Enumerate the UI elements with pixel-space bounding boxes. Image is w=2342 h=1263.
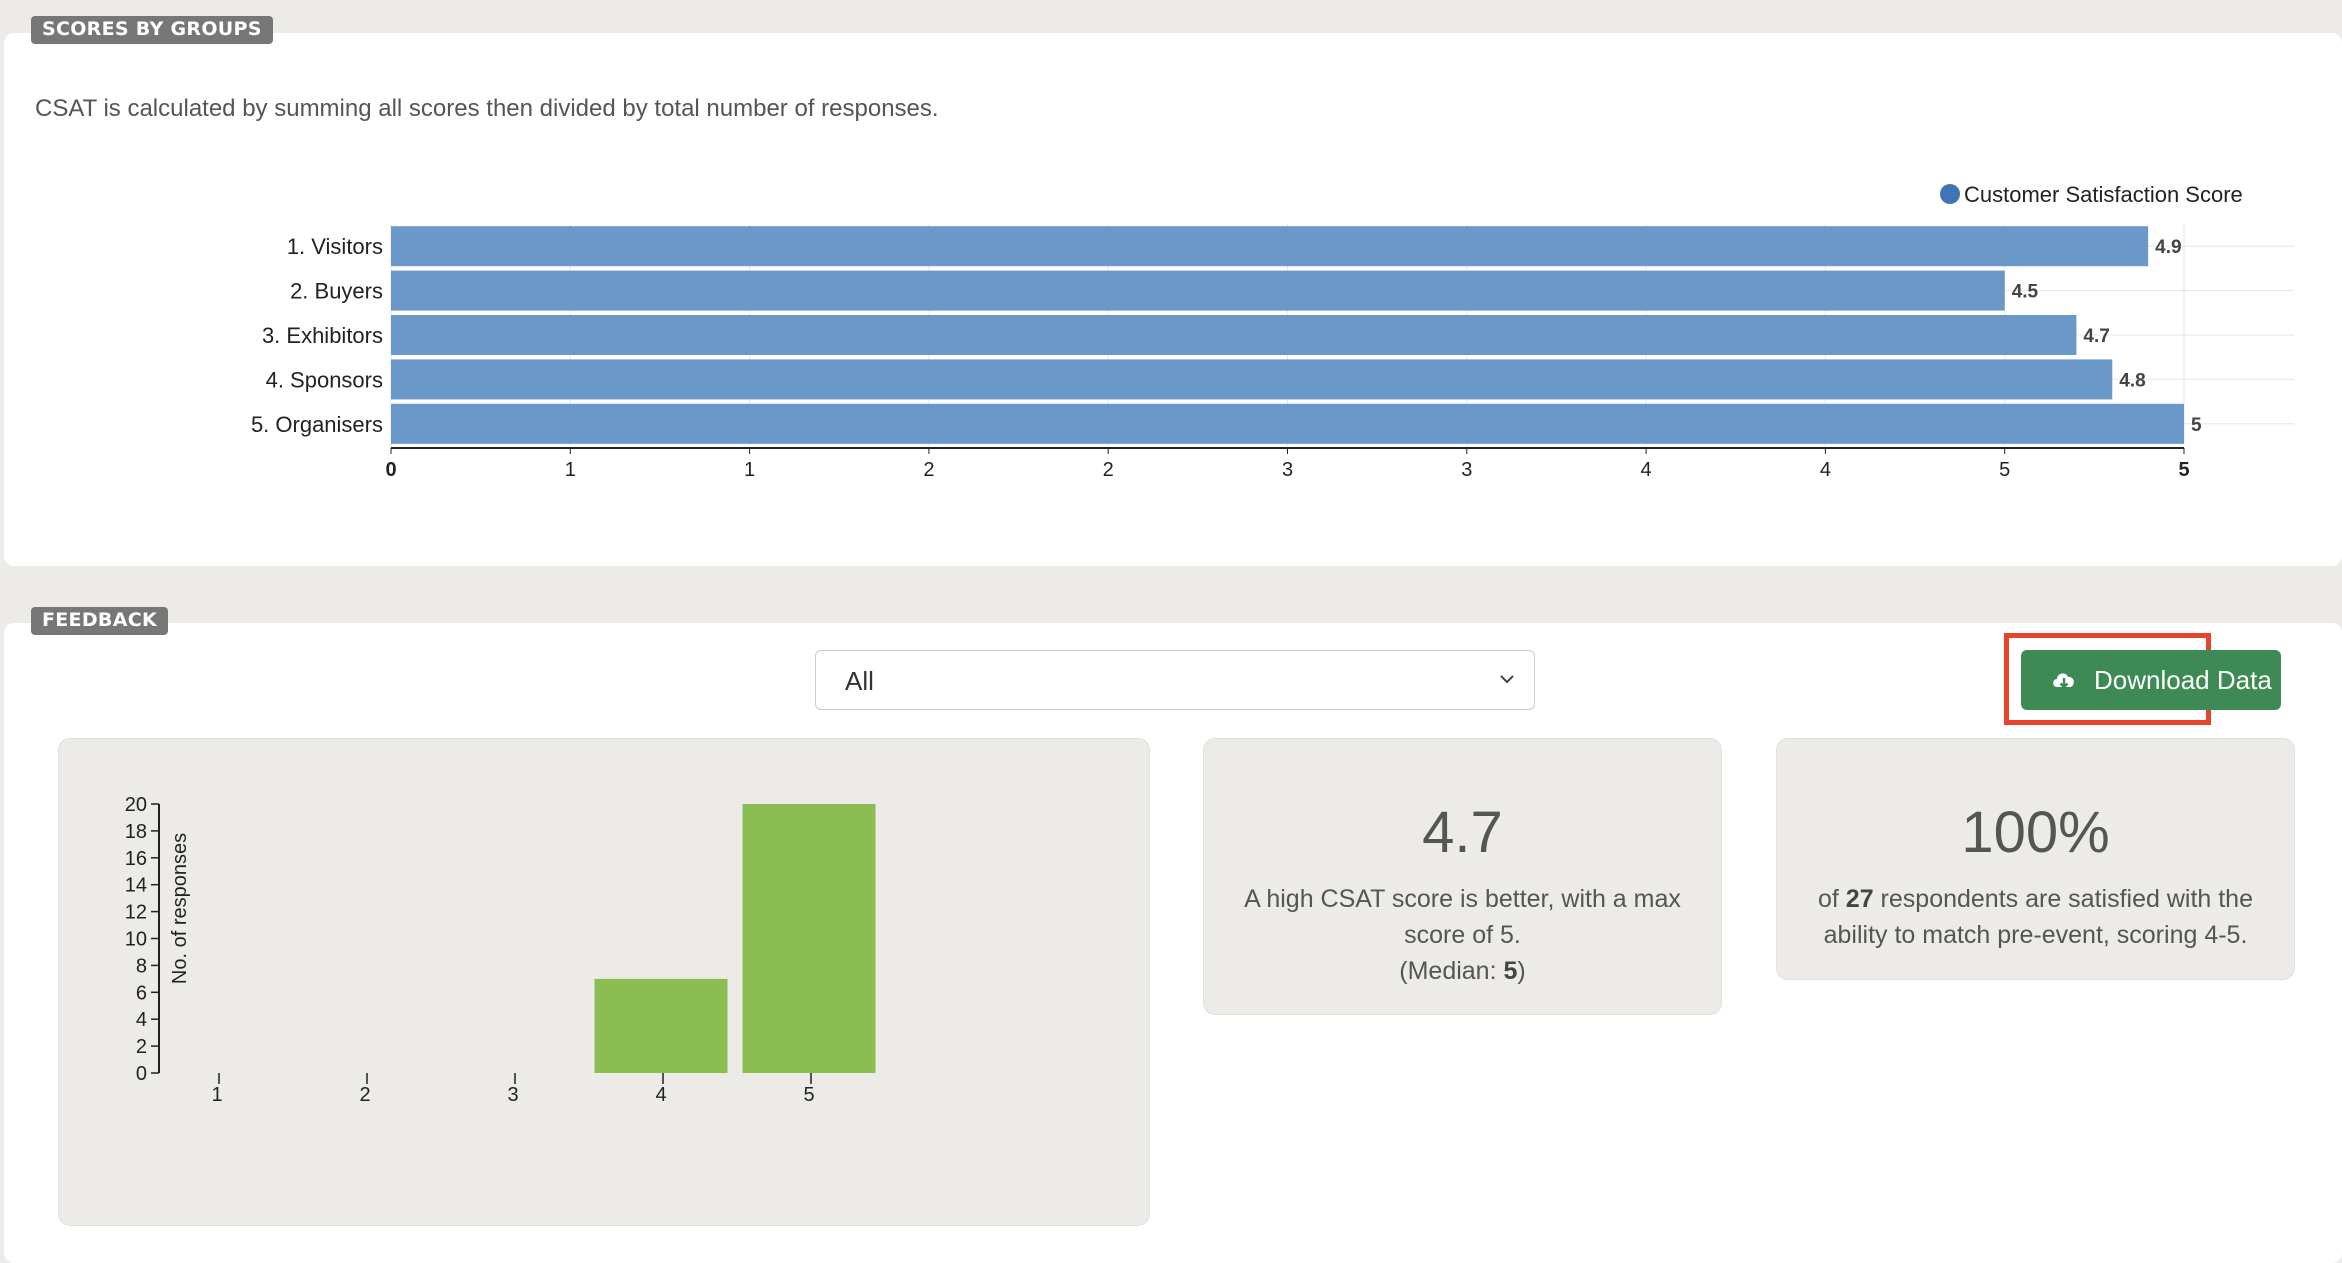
bar bbox=[391, 315, 2077, 355]
respondents-suffix: respondents are satisfied with the abili… bbox=[1823, 885, 2253, 949]
y-tick-label: 0 bbox=[136, 1063, 147, 1085]
y-axis-label: No. of responses bbox=[169, 833, 191, 984]
csat-score-card: 4.7 A high CSAT score is better, with a … bbox=[1203, 738, 1722, 1015]
satisfaction-rate-value: 100% bbox=[1961, 800, 2110, 865]
y-tick-label: 8 bbox=[136, 955, 147, 977]
x-tick-label: 5 bbox=[803, 1084, 814, 1106]
feedback-tag: FEEDBACK bbox=[31, 607, 168, 635]
x-tick-label: 0 bbox=[385, 459, 396, 481]
y-tick-label: 14 bbox=[125, 875, 147, 897]
bar bbox=[391, 403, 2184, 444]
y-tick-label: 16 bbox=[125, 848, 147, 870]
median-value: 5 bbox=[1503, 957, 1518, 985]
csat-score-description: A high CSAT score is better, with a max … bbox=[1224, 881, 1701, 989]
cloud-download-icon bbox=[2053, 673, 2074, 689]
x-tick-label: 1 bbox=[211, 1084, 222, 1106]
x-tick-label: 3 bbox=[1282, 459, 1293, 481]
response-distribution-card: 0 2 4 6 8 10 12 14 16 18 20 No. of responses 1 2 3 4 5 bbox=[58, 738, 1150, 1226]
satisfaction-rate-card: 100% of 27 respondents are satisfied wit… bbox=[1776, 738, 2295, 980]
bar bbox=[391, 226, 2149, 267]
y-tick-label: 6 bbox=[136, 982, 147, 1004]
x-tick-label: 4 bbox=[1820, 459, 1831, 481]
bar bbox=[391, 359, 2113, 400]
y-tick-label: 2 bbox=[136, 1036, 147, 1058]
category-label: 5. Organisers bbox=[251, 412, 383, 437]
x-tick-label: 4 bbox=[655, 1084, 666, 1106]
x-tick-label: 3 bbox=[1461, 459, 1472, 481]
median-suffix: ) bbox=[1517, 957, 1526, 985]
scores-by-groups-panel: CSAT is calculated by summing all scores… bbox=[4, 33, 2342, 566]
histogram-bar bbox=[594, 978, 728, 1073]
data-label: 4.9 bbox=[2155, 237, 2181, 258]
scores-by-groups-tag: SCORES BY GROUPS bbox=[31, 16, 273, 44]
respondents-prefix: of bbox=[1818, 885, 1846, 913]
category-label: 3. Exhibitors bbox=[262, 323, 383, 348]
y-tick-label: 4 bbox=[136, 1009, 147, 1031]
x-tick-label: 5 bbox=[1999, 459, 2010, 481]
csat-score-value: 4.7 bbox=[1422, 800, 1503, 865]
data-label: 4.8 bbox=[2119, 370, 2145, 391]
data-label: 4.7 bbox=[2083, 326, 2109, 347]
legend-label: Customer Satisfaction Score bbox=[1964, 182, 2243, 207]
y-tick-label: 10 bbox=[125, 929, 147, 951]
x-tick-label: 1 bbox=[565, 459, 576, 481]
csat-description: CSAT is calculated by summing all scores… bbox=[35, 95, 939, 122]
x-tick-label: 2 bbox=[923, 459, 934, 481]
x-tick-label: 3 bbox=[507, 1084, 518, 1106]
category-label: 2. Buyers bbox=[290, 279, 383, 304]
satisfaction-rate-description: of 27 respondents are satisfied with the… bbox=[1797, 881, 2274, 953]
y-tick-label: 12 bbox=[125, 902, 147, 924]
x-tick-label: 2 bbox=[1103, 459, 1114, 481]
scores-by-groups-chart: 1. Visitors 4.9 2. Buyers 4.5 3. Exhibitors 4… bbox=[251, 182, 2294, 481]
x-tick-label: 4 bbox=[1641, 459, 1652, 481]
y-tick-label: 18 bbox=[125, 821, 147, 843]
category-label: 4. Sponsors bbox=[266, 367, 383, 392]
x-tick-label: 2 bbox=[359, 1084, 370, 1106]
bar bbox=[391, 270, 2005, 311]
category-label: 1. Visitors bbox=[287, 234, 383, 259]
x-tick-label: 5 bbox=[2178, 459, 2189, 481]
download-data-label: Download Data bbox=[2094, 664, 2272, 695]
download-data-button[interactable]: Download Data bbox=[2021, 650, 2281, 710]
feedback-filter-value: All bbox=[845, 666, 874, 696]
csat-explanation: A high CSAT score is better, with a max … bbox=[1244, 885, 1681, 949]
y-tick-label: 20 bbox=[125, 794, 147, 816]
data-label: 5 bbox=[2191, 415, 2202, 436]
feedback-filter-select[interactable]: All bbox=[815, 650, 1535, 710]
x-tick-label: 1 bbox=[744, 459, 755, 481]
chevron-down-icon bbox=[1500, 675, 1514, 684]
data-label: 4.5 bbox=[2012, 282, 2039, 303]
legend-swatch bbox=[1940, 184, 1960, 204]
histogram-bar bbox=[742, 804, 876, 1073]
respondents-count: 27 bbox=[1845, 885, 1874, 913]
median-prefix: (Median: bbox=[1399, 957, 1504, 985]
